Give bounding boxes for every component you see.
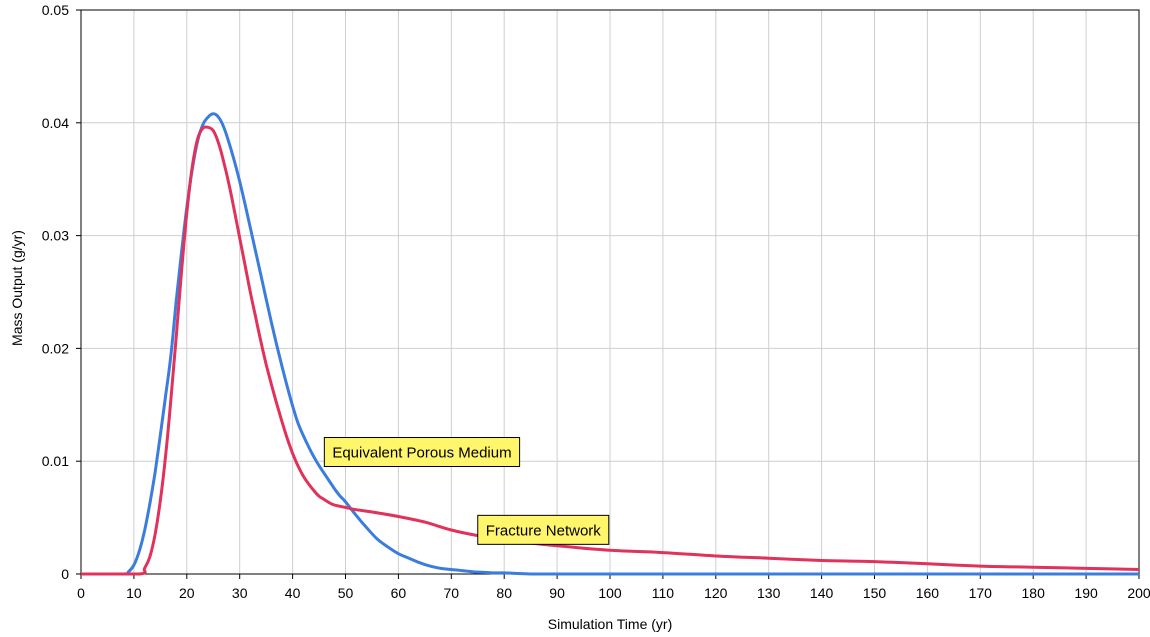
callout-label: Equivalent Porous Medium <box>332 445 511 462</box>
y-tick-label: 0 <box>61 566 69 582</box>
series-group <box>81 112 1140 576</box>
x-tick-label: 30 <box>232 585 248 601</box>
x-tick-label: 60 <box>391 585 407 601</box>
x-tick-label: 10 <box>126 585 142 601</box>
x-tick-label: 90 <box>549 585 565 601</box>
x-tick-label: 40 <box>285 585 301 601</box>
x-tick-label: 140 <box>810 585 834 601</box>
callout-box <box>477 514 610 545</box>
x-axis-title: Simulation Time (yr) <box>548 616 672 632</box>
x-tick-label: 160 <box>916 585 940 601</box>
x-tick-label: 0 <box>77 585 85 601</box>
x-tick-label: 190 <box>1074 585 1098 601</box>
x-tick-label: 20 <box>179 585 195 601</box>
x-tick-label: 70 <box>444 585 460 601</box>
x-tick-label: 200 <box>1127 585 1150 601</box>
callout-fracture-network: Fracture Network <box>477 514 610 545</box>
y-tick-label: 0.01 <box>42 453 69 469</box>
grid-lines <box>81 10 1139 574</box>
x-tick-label: 110 <box>652 585 675 601</box>
series-line-equivalent-porous-medium <box>81 112 1139 576</box>
x-tick-label: 80 <box>496 585 512 601</box>
x-tick-label: 120 <box>704 585 728 601</box>
y-tick-label: 0.02 <box>42 340 69 356</box>
callout-equivalent-porous-medium: Equivalent Porous Medium <box>323 437 521 468</box>
callouts: Equivalent Porous Medium Fracture Network <box>323 437 610 545</box>
x-tick-label: 100 <box>598 585 622 601</box>
y-tick-label: 0.04 <box>42 115 69 131</box>
callout-box <box>323 437 521 468</box>
x-tick-label: 50 <box>338 585 354 601</box>
y-tick-label: 0.03 <box>42 228 69 244</box>
y-tick-label: 0.05 <box>42 2 69 18</box>
axis-ticks: 0 10 20 30 40 50 60 70 80 90 100 110 120 130 140 150 160… <box>42 2 1150 601</box>
x-tick-label: 180 <box>1022 585 1046 601</box>
x-tick-label: 130 <box>757 585 781 601</box>
callout-label: Fracture Network <box>486 522 602 539</box>
y-axis-title: Mass Output (g/yr) <box>9 230 25 346</box>
series-line-fracture-network <box>81 125 1140 576</box>
x-tick-label: 150 <box>863 585 887 601</box>
x-tick-label: 170 <box>969 585 993 601</box>
